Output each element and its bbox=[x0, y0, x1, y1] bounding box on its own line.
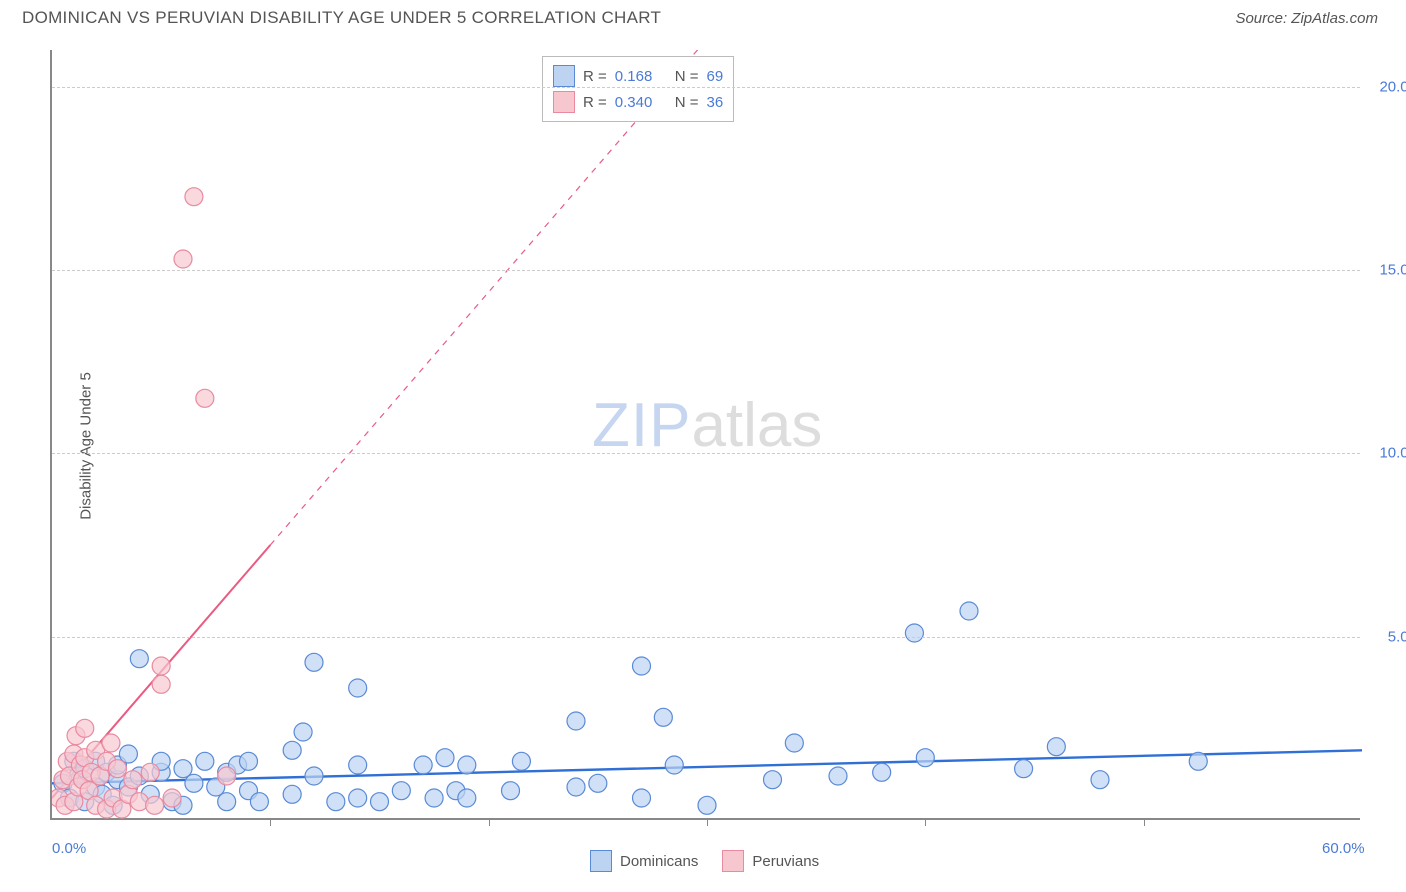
data-point bbox=[250, 793, 268, 811]
data-point bbox=[633, 789, 651, 807]
data-point bbox=[349, 789, 367, 807]
x-tick-label: 0.0% bbox=[52, 840, 86, 857]
data-point bbox=[240, 752, 258, 770]
data-point bbox=[283, 785, 301, 803]
data-point bbox=[185, 188, 203, 206]
data-point bbox=[665, 756, 683, 774]
data-point bbox=[512, 752, 530, 770]
data-point bbox=[185, 774, 203, 792]
data-point bbox=[76, 719, 94, 737]
data-point bbox=[1015, 760, 1033, 778]
data-point bbox=[829, 767, 847, 785]
data-point bbox=[152, 657, 170, 675]
scatter-plot-svg bbox=[52, 50, 1362, 820]
data-point bbox=[392, 782, 410, 800]
data-point bbox=[124, 771, 142, 789]
legend-swatch bbox=[722, 850, 744, 872]
data-point bbox=[305, 653, 323, 671]
legend-item: Dominicans bbox=[590, 850, 698, 872]
data-point bbox=[102, 734, 120, 752]
legend-n-label: N = bbox=[675, 94, 699, 111]
data-point bbox=[152, 675, 170, 693]
legend-r-label: R = bbox=[583, 94, 607, 111]
data-point bbox=[174, 250, 192, 268]
data-point bbox=[327, 793, 345, 811]
x-tick-mark bbox=[707, 818, 708, 826]
data-point bbox=[1047, 738, 1065, 756]
x-tick-label: 60.0% bbox=[1322, 840, 1365, 857]
data-point bbox=[785, 734, 803, 752]
data-point bbox=[567, 778, 585, 796]
data-point bbox=[905, 624, 923, 642]
chart-source: Source: ZipAtlas.com bbox=[1235, 10, 1378, 27]
grid-line bbox=[52, 637, 1360, 638]
legend-r-value: 0.168 bbox=[615, 68, 667, 85]
x-tick-mark bbox=[1144, 818, 1145, 826]
data-point bbox=[371, 793, 389, 811]
data-point bbox=[141, 763, 159, 781]
data-point bbox=[873, 763, 891, 781]
legend-row: R = 0.340 N = 36 bbox=[553, 89, 723, 115]
data-point bbox=[1189, 752, 1207, 770]
y-tick-label: 20.0% bbox=[1379, 78, 1406, 95]
grid-line bbox=[52, 270, 1360, 271]
legend-item-label: Dominicans bbox=[620, 853, 698, 870]
y-tick-label: 15.0% bbox=[1379, 262, 1406, 279]
data-point bbox=[163, 789, 181, 807]
data-point bbox=[458, 789, 476, 807]
data-point bbox=[916, 749, 934, 767]
data-point bbox=[109, 760, 127, 778]
x-tick-mark bbox=[270, 818, 271, 826]
series-legend: Dominicans Peruvians bbox=[590, 850, 819, 872]
data-point bbox=[283, 741, 301, 759]
grid-line bbox=[52, 87, 1360, 88]
legend-r-label: R = bbox=[583, 68, 607, 85]
data-point bbox=[698, 796, 716, 814]
correlation-legend: R = 0.168 N = 69 R = 0.340 N = 36 bbox=[542, 56, 734, 122]
data-point bbox=[654, 708, 672, 726]
legend-r-value: 0.340 bbox=[615, 94, 667, 111]
data-point bbox=[294, 723, 312, 741]
data-point bbox=[960, 602, 978, 620]
chart-plot-area: ZIPatlas R =0.168N =69R =0.340N =36 5.0%… bbox=[50, 50, 1360, 820]
data-point bbox=[458, 756, 476, 774]
data-point bbox=[425, 789, 443, 807]
chart-title: DOMINICAN VS PERUVIAN DISABILITY AGE UND… bbox=[22, 8, 661, 28]
legend-item: Peruvians bbox=[722, 850, 819, 872]
data-point bbox=[146, 796, 164, 814]
y-tick-label: 10.0% bbox=[1379, 445, 1406, 462]
data-point bbox=[764, 771, 782, 789]
data-point bbox=[414, 756, 432, 774]
data-point bbox=[218, 793, 236, 811]
data-point bbox=[502, 782, 520, 800]
legend-n-value: 69 bbox=[707, 68, 724, 85]
data-point bbox=[218, 767, 236, 785]
data-point bbox=[196, 389, 214, 407]
chart-header: DOMINICAN VS PERUVIAN DISABILITY AGE UND… bbox=[0, 0, 1406, 32]
data-point bbox=[130, 650, 148, 668]
data-point bbox=[349, 756, 367, 774]
legend-swatch bbox=[553, 91, 575, 113]
data-point bbox=[1091, 771, 1109, 789]
data-point bbox=[349, 679, 367, 697]
legend-n-value: 36 bbox=[707, 94, 724, 111]
data-point bbox=[196, 752, 214, 770]
legend-swatch bbox=[553, 65, 575, 87]
trend-line-dashed bbox=[270, 50, 860, 545]
legend-row: R = 0.168 N = 69 bbox=[553, 63, 723, 89]
legend-item-label: Peruvians bbox=[752, 853, 819, 870]
x-tick-mark bbox=[925, 818, 926, 826]
data-point bbox=[305, 767, 323, 785]
data-point bbox=[633, 657, 651, 675]
x-tick-mark bbox=[489, 818, 490, 826]
legend-n-label: N = bbox=[675, 68, 699, 85]
data-point bbox=[436, 749, 454, 767]
y-tick-label: 5.0% bbox=[1388, 628, 1406, 645]
data-point bbox=[589, 774, 607, 792]
grid-line bbox=[52, 453, 1360, 454]
legend-swatch bbox=[590, 850, 612, 872]
data-point bbox=[567, 712, 585, 730]
